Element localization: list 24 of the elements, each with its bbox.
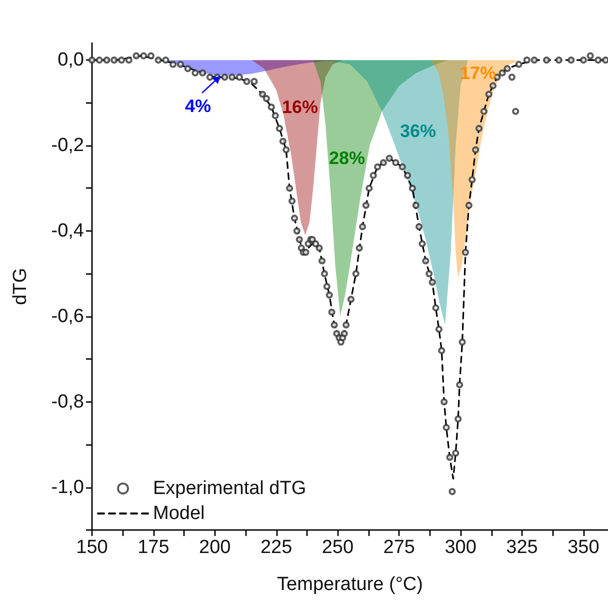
x-tick-label: 250 xyxy=(322,537,354,558)
annotation: 28% xyxy=(328,148,366,168)
x-tick-label: 175 xyxy=(138,537,170,558)
legend-label: Model xyxy=(153,503,205,524)
annotation: 4% xyxy=(184,96,212,116)
y-axis-title: dTG xyxy=(10,268,31,305)
annotation: 36% xyxy=(400,121,436,141)
x-tick-label: 275 xyxy=(383,537,415,558)
y-tick-label: -1,0 xyxy=(51,476,84,498)
x-axis-title: Temperature (°C) xyxy=(277,574,423,595)
x-tick-label: 200 xyxy=(199,537,231,558)
y-tick-label: -0,2 xyxy=(51,135,84,156)
annotation: 17% xyxy=(460,63,496,83)
y-tick-label: -0,4 xyxy=(51,220,84,242)
y-tick-label: 0,0 xyxy=(58,50,84,71)
x-tick-label: 350 xyxy=(568,537,600,558)
x-tick-label: 225 xyxy=(260,537,292,558)
y-tick-label: -0,6 xyxy=(51,306,84,327)
legend-label: Experimental dTG xyxy=(153,478,306,499)
x-tick-label: 325 xyxy=(506,537,538,558)
x-tick-label: 150 xyxy=(76,537,108,558)
annotation: 16% xyxy=(282,97,318,117)
x-tick-label: 300 xyxy=(444,537,476,558)
y-tick-label: -0,8 xyxy=(51,391,84,412)
